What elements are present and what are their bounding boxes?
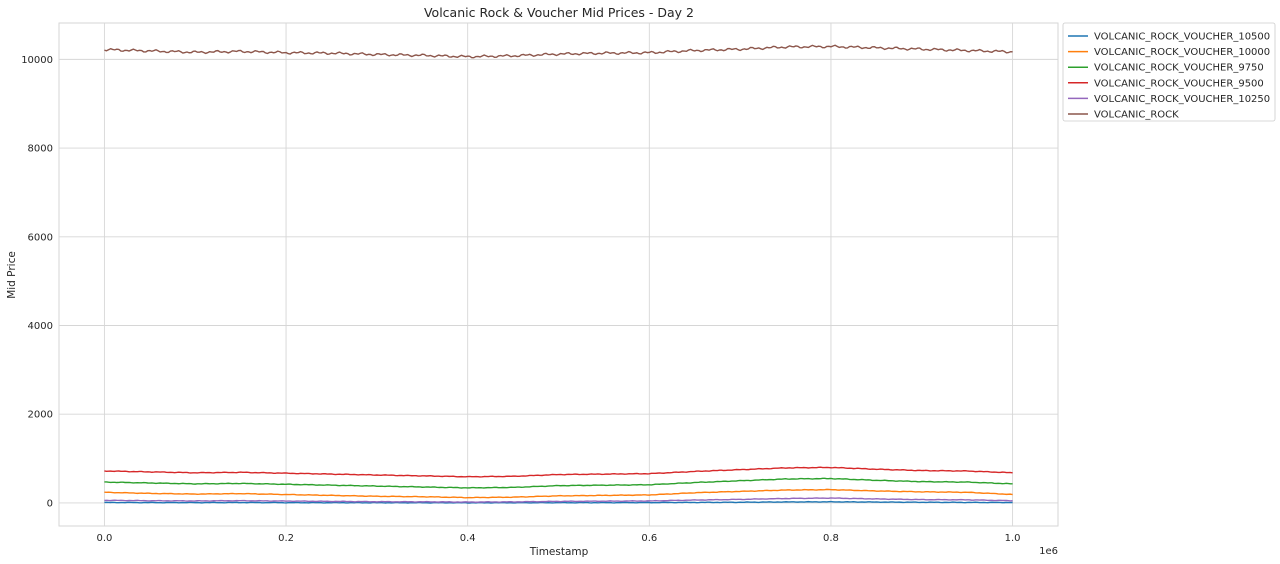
- legend-items: VOLCANIC_ROCK_VOUCHER_10500 VOLCANIC_ROCK…: [1068, 32, 1270, 121]
- x-tick-label: 0.2: [278, 533, 294, 544]
- series-line-volcanic-rock: [104, 44, 1013, 59]
- series-line-volcanic-rock-voucher-9750: [104, 477, 1013, 489]
- series-line-volcanic-rock-voucher-10250: [104, 497, 1013, 503]
- y-tick-label: 4000: [28, 321, 53, 332]
- y-tick-labels: 0 2000 4000 6000 8000 10000: [21, 55, 53, 510]
- series-line-volcanic-rock-voucher-10000: [104, 488, 1013, 499]
- legend-label: VOLCANIC_ROCK_VOUCHER_10500: [1094, 32, 1270, 43]
- x-tick-label: 0.4: [460, 533, 476, 544]
- chart-title: Volcanic Rock & Voucher Mid Prices - Day…: [424, 5, 694, 20]
- x-tick-label: 0.8: [823, 533, 839, 544]
- x-tick-label: 0.6: [641, 533, 657, 544]
- legend-label: VOLCANIC_ROCK_VOUCHER_9500: [1094, 78, 1264, 89]
- y-tick-label: 0: [47, 498, 53, 509]
- x-scale-offset-label: 1e6: [1039, 546, 1058, 557]
- y-tick-label: 2000: [28, 410, 53, 421]
- x-tick-label: 0.0: [96, 533, 112, 544]
- x-axis-label: Timestamp: [529, 546, 589, 558]
- series-line-volcanic-rock-voucher-9500: [104, 466, 1013, 478]
- x-tick-label: 1.0: [1005, 533, 1021, 544]
- series-lines: [104, 44, 1013, 504]
- y-axis-label: Mid Price: [6, 251, 18, 299]
- y-tick-label: 6000: [28, 232, 53, 243]
- series-line-volcanic-rock-voucher-10500: [104, 500, 1013, 504]
- grid: [59, 23, 1058, 526]
- legend-box: [1062, 22, 1276, 122]
- legend-label: VOLCANIC_ROCK_VOUCHER_10250: [1094, 94, 1270, 105]
- y-tick-label: 8000: [28, 144, 53, 155]
- legend-label: VOLCANIC_ROCK_VOUCHER_10000: [1094, 47, 1270, 58]
- plot-frame: [58, 22, 1059, 527]
- legend-label: VOLCANIC_ROCK_VOUCHER_9750: [1094, 63, 1264, 74]
- legend: VOLCANIC_ROCK_VOUCHER_10500 VOLCANIC_ROCK…: [1062, 22, 1276, 122]
- legend-label: VOLCANIC_ROCK: [1094, 110, 1179, 121]
- y-tick-label: 10000: [21, 55, 53, 66]
- x-tick-labels: 0.0 0.2 0.4 0.6 0.8 1.0: [96, 533, 1020, 544]
